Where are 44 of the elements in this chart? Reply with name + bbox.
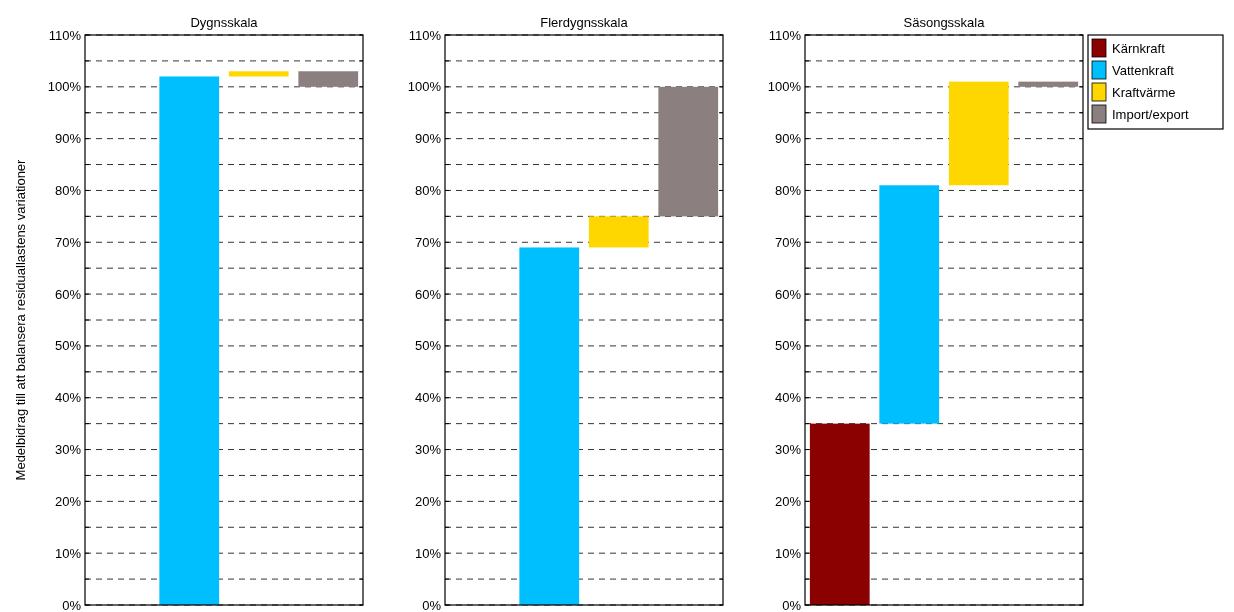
chart-title: Dygnsskala xyxy=(190,15,259,30)
y-tick-label: 30% xyxy=(414,442,442,458)
y-tick-label: 60% xyxy=(414,286,442,302)
y-tick-label: 20% xyxy=(774,493,802,509)
y-tick-label: 50% xyxy=(774,338,802,354)
y-tick-label: 50% xyxy=(414,338,442,354)
y-tick-label: 40% xyxy=(54,390,82,406)
y-tick-label: 80% xyxy=(54,183,82,198)
y-tick-label: 90% xyxy=(774,131,802,147)
y-tick-label: 0% xyxy=(422,597,442,612)
y-tick-label: 20% xyxy=(54,493,82,509)
y-tick-label: 10% xyxy=(414,545,442,561)
y-tick-label: 70% xyxy=(414,234,442,250)
y-tick-label: 100% xyxy=(47,79,82,95)
y-tick-label: 10% xyxy=(54,545,82,561)
legend-label: Kärnkraft xyxy=(1112,40,1166,56)
y-tick-label: 70% xyxy=(774,234,802,250)
y-tick-label: 60% xyxy=(54,286,82,302)
y-tick-label: 30% xyxy=(774,442,802,458)
y-tick-label: 50% xyxy=(54,338,82,354)
y-tick-label: 80% xyxy=(774,183,802,198)
y-tick-label: 110% xyxy=(48,27,82,43)
chart-title: Flerdygnsskala xyxy=(540,15,629,30)
y-tick-label: 0% xyxy=(782,597,802,612)
y-tick-label: 100% xyxy=(767,79,802,95)
legend-label: Vattenkraft xyxy=(1112,62,1175,78)
y-tick-label: 10% xyxy=(774,545,802,561)
y-tick-label: 110% xyxy=(408,27,442,43)
y-tick-label: 110% xyxy=(768,27,802,43)
legend-label: Kraftvärme xyxy=(1112,84,1176,100)
y-tick-label: 100% xyxy=(407,79,442,95)
y-axis-title: Medelbidrag till att balansera residuallastens variationer xyxy=(13,158,28,481)
chart-title: Säsongsskala xyxy=(903,15,986,30)
y-tick-label: 90% xyxy=(414,131,442,147)
y-tick-label: 30% xyxy=(54,442,82,458)
y-tick-label: 0% xyxy=(62,597,82,612)
y-tick-label: 40% xyxy=(414,390,442,406)
y-tick-label: 20% xyxy=(414,493,442,509)
legend-label: Import/export xyxy=(1112,106,1189,122)
y-tick-label: 90% xyxy=(54,131,82,147)
y-tick-label: 80% xyxy=(414,183,442,198)
y-tick-label: 40% xyxy=(774,390,802,406)
y-tick-label: 70% xyxy=(54,234,82,250)
y-tick-label: 60% xyxy=(774,286,802,302)
